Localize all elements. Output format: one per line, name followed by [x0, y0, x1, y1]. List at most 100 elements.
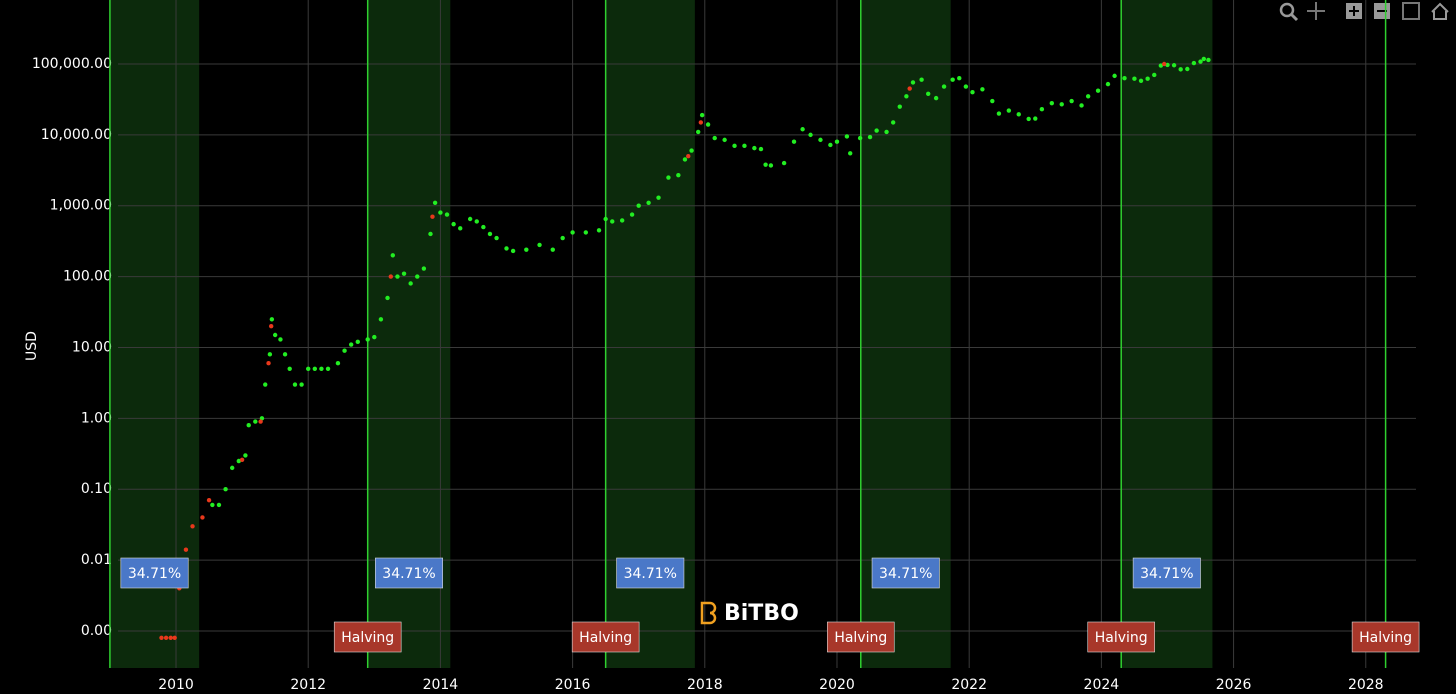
price-point	[236, 458, 242, 464]
price-point	[1171, 63, 1177, 68]
price-point	[253, 419, 258, 424]
price-point	[421, 266, 427, 271]
band-label: 34.71%	[128, 566, 181, 582]
watermark: BiTBO	[724, 601, 799, 626]
price-point	[206, 497, 212, 503]
y-tick-label: 10.00	[72, 339, 112, 355]
price-point	[365, 337, 370, 342]
price-point	[957, 76, 962, 81]
price-point	[763, 162, 768, 167]
price-point	[1095, 88, 1101, 93]
autoscale-icon[interactable]	[1402, 2, 1420, 20]
pan-icon[interactable]	[1307, 2, 1325, 20]
x-tick-label: 2022	[951, 677, 987, 693]
price-point	[732, 143, 737, 149]
price-point	[800, 127, 805, 132]
price-point	[1152, 72, 1157, 78]
price-point	[970, 90, 975, 95]
price-point	[666, 175, 671, 180]
price-point	[481, 224, 486, 230]
price-point	[904, 94, 909, 99]
price-point	[695, 129, 701, 135]
y-tick-label: 0.10	[81, 481, 112, 497]
halving-label: Halving	[579, 630, 632, 646]
toolbar[interactable]	[1279, 2, 1449, 22]
logo-icon	[700, 601, 717, 625]
price-point	[1122, 76, 1127, 81]
price-point	[629, 212, 635, 217]
halving-label: Halving	[1095, 630, 1148, 646]
price-point	[1185, 66, 1190, 72]
zoom-icon[interactable]	[1279, 2, 1295, 18]
price-point	[560, 235, 565, 241]
zoom-icon-handle	[1289, 12, 1299, 22]
price-point	[474, 219, 479, 224]
price-point	[272, 332, 278, 338]
price-point	[722, 137, 727, 143]
price-point	[619, 218, 625, 223]
price-point	[401, 271, 407, 276]
price-point	[1191, 60, 1197, 66]
price-point	[306, 366, 311, 372]
price-point	[229, 465, 235, 471]
price-point	[699, 112, 705, 118]
price-point	[342, 348, 347, 353]
x-tick-label: 2024	[1084, 677, 1120, 693]
price-point	[1145, 76, 1150, 81]
y-tick-label: 1.00	[81, 410, 112, 426]
price-point	[183, 547, 189, 552]
price-point	[287, 366, 292, 372]
price-point	[610, 219, 615, 224]
price-point	[190, 524, 195, 529]
halving-label: Halving	[834, 630, 887, 646]
y-tick-label: 0.00	[81, 623, 112, 639]
price-point	[857, 135, 863, 141]
price-point	[348, 342, 354, 347]
x-tick-label: 2014	[423, 677, 459, 693]
price-point	[1079, 103, 1084, 108]
price-point	[758, 146, 764, 152]
price-point	[698, 120, 704, 125]
price-point	[428, 231, 433, 237]
band-label-box	[375, 557, 444, 589]
halving-label-box	[571, 621, 640, 653]
home-icon[interactable]	[1431, 2, 1449, 20]
halving-label-box	[333, 621, 402, 653]
price-point	[263, 382, 268, 387]
x-tick-label: 2016	[555, 677, 591, 693]
price-point	[163, 635, 169, 641]
price-point	[432, 200, 438, 206]
band-label: 34.71%	[624, 566, 677, 582]
y-tick-label: 10,000.00	[41, 127, 112, 143]
halving-label: Halving	[341, 630, 394, 646]
price-point	[372, 334, 377, 340]
price-point	[550, 247, 555, 252]
price-point	[910, 80, 916, 85]
price-point	[378, 317, 384, 322]
y-tick-label: 100,000.00	[32, 56, 112, 72]
price-point	[926, 91, 931, 96]
price-point	[890, 120, 896, 125]
price-point	[438, 210, 443, 215]
price-point	[395, 274, 400, 279]
price-point	[1085, 94, 1091, 99]
price-point	[243, 453, 248, 458]
price-point	[646, 200, 651, 206]
halving-band	[605, 0, 695, 668]
x-tick-label: 2010	[158, 677, 194, 693]
price-point	[216, 502, 222, 508]
x-tick-label: 2026	[1216, 677, 1252, 693]
halving-label-box	[1087, 621, 1155, 653]
price-point	[676, 172, 681, 178]
price-point	[487, 231, 493, 237]
price-point	[570, 230, 575, 235]
price-point	[269, 317, 275, 322]
price-point	[705, 122, 711, 127]
band-label-box	[120, 557, 189, 589]
price-point	[444, 212, 450, 217]
price-point	[884, 129, 889, 135]
price-point	[781, 160, 787, 166]
price-point	[159, 635, 164, 641]
y-tick-label: 0.01	[81, 552, 112, 568]
